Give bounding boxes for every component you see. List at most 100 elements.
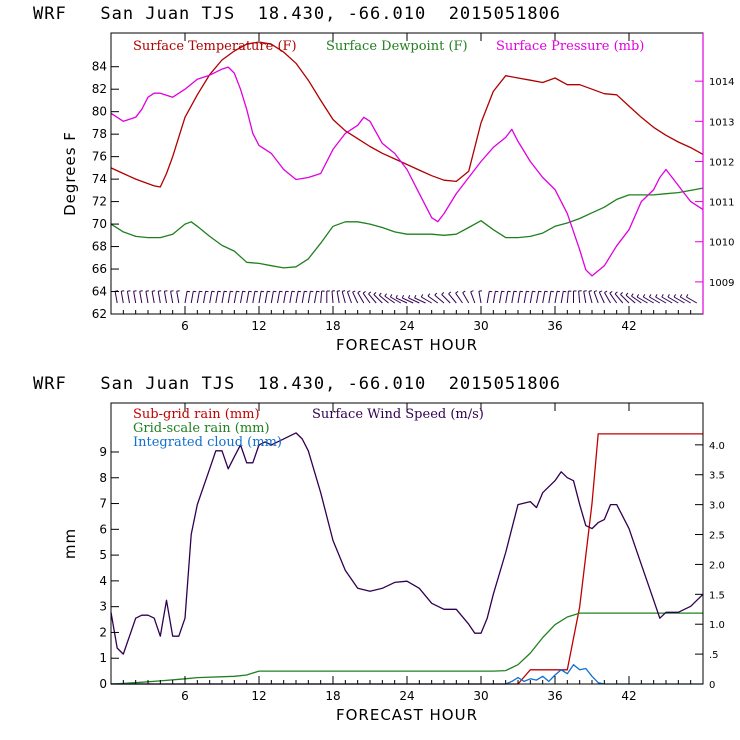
wind-barb (631, 295, 642, 304)
wind-barb-flag (230, 290, 234, 293)
wind-barb (486, 291, 490, 304)
wind-barb-flag (199, 290, 203, 293)
series-line-0 (110, 41, 704, 188)
wind-barb-flag (176, 290, 180, 292)
wind-barb (529, 291, 533, 304)
y2-tick-label: 3.5 (709, 471, 725, 482)
wind-barb-flag (254, 290, 258, 293)
wind-barb-flag (158, 290, 162, 292)
wind-barb (252, 291, 256, 304)
wind-barb-flag (193, 290, 197, 293)
wind-barb-flag (544, 290, 548, 293)
x-tick-label: 6 (181, 689, 189, 703)
wind-barb (470, 291, 476, 304)
wind-barb-flag (224, 290, 228, 293)
y-tick-label: 72 (92, 195, 107, 209)
wind-barb (184, 291, 188, 304)
wind-barb-flag (609, 290, 613, 294)
y-tick-label: 70 (92, 217, 107, 231)
x-tick-label: 12 (251, 319, 266, 333)
wind-barb-flag (236, 290, 240, 293)
wind-barb (320, 290, 323, 304)
y-tick-label: 64 (92, 285, 107, 299)
wind-barb-flag (420, 294, 424, 298)
wind-barb (170, 291, 174, 304)
wind-barb (667, 296, 679, 304)
series-line-0 (111, 433, 703, 685)
wind-barb-flag (408, 294, 411, 299)
wind-barb-flag (384, 293, 388, 297)
wind-barb-flag (501, 290, 505, 293)
wind-barb (414, 297, 426, 304)
legend-entry-2: Surface Pressure (mb) (496, 39, 644, 54)
wind-barb-flag (389, 294, 393, 298)
legend-entry-0: Sub-grid rain (mm) (133, 407, 260, 422)
wind-barb (593, 291, 599, 304)
legend-entry-2: Integrated cloud (mm) (133, 435, 282, 450)
x-tick-label: 42 (621, 689, 636, 703)
y2-tick-label: .5 (709, 650, 719, 661)
legend-entry-3: Surface Wind Speed (m/s) (312, 407, 484, 422)
series-line-2 (111, 664, 703, 685)
y-tick-label: 8 (99, 471, 107, 485)
wind-barb (390, 296, 402, 304)
wind-barb (542, 291, 546, 304)
x-tick-label: 30 (473, 689, 488, 703)
wind-barb (157, 291, 161, 304)
y2-tick-label: 1.5 (709, 590, 725, 601)
x-axis-label: FORECAST HOUR (336, 336, 478, 354)
wind-barb-flag (550, 290, 554, 293)
y2-tick-label: 0 (709, 680, 715, 691)
wind-barb-flag (285, 290, 289, 293)
wind-barb-flag (273, 290, 277, 293)
wind-barb-flag (373, 292, 377, 295)
wind-barb (462, 292, 470, 304)
wind-barb-flag (636, 294, 640, 298)
wind-barb-flag (495, 290, 499, 293)
wind-barb (176, 291, 180, 304)
wind-barb-flag (139, 290, 143, 292)
wind-barb-flag (352, 290, 356, 293)
wind-barb-flag (441, 292, 445, 295)
wind-barb-flag (642, 294, 646, 298)
x-tick-label: 18 (325, 319, 340, 333)
wind-barb-flag (448, 291, 452, 295)
wind-barb-flag (583, 290, 587, 292)
wind-barb-flag (604, 290, 608, 294)
wind-barb-flag (526, 290, 530, 293)
wind-barb-flag (462, 290, 466, 294)
wind-barb-flag (362, 290, 366, 294)
wind-barb (655, 296, 667, 304)
wind-barb (448, 293, 457, 304)
wind-barb-flag (625, 292, 629, 296)
y2-tick-label: 4.0 (709, 441, 725, 452)
x-tick-label: 6 (181, 319, 189, 333)
y-tick-label: 0 (99, 677, 107, 691)
wind-barb-flag (378, 292, 382, 296)
y-tick-label: 3 (99, 600, 107, 614)
x-tick-label: 18 (325, 689, 340, 703)
y2-tick-label: 1014 (709, 77, 734, 88)
wind-barb (196, 291, 200, 304)
wind-barb-flag (337, 290, 341, 292)
wind-barb (341, 291, 346, 304)
y-axis-label: mm (61, 528, 79, 559)
wind-barb-flag (152, 290, 156, 292)
wind-barb (258, 291, 262, 304)
wind-barb (246, 291, 250, 304)
wind-barb (145, 291, 149, 304)
wind-barb (307, 291, 311, 304)
wind-barb-flag (667, 294, 670, 298)
x-tick-label: 42 (621, 319, 636, 333)
wind-barb-flag (187, 290, 191, 293)
y-tick-label: 74 (92, 172, 107, 186)
wind-barb-flag (217, 290, 221, 293)
wind-barb (686, 296, 698, 304)
wind-barb (554, 291, 558, 304)
wind-barb-flag (507, 290, 511, 293)
wind-barb-flag (520, 290, 524, 293)
wind-barb (421, 296, 432, 304)
wind-barb (373, 294, 383, 304)
legend-entry-1: Grid-scale rain (mm) (133, 421, 270, 436)
wind-barb (620, 294, 630, 304)
